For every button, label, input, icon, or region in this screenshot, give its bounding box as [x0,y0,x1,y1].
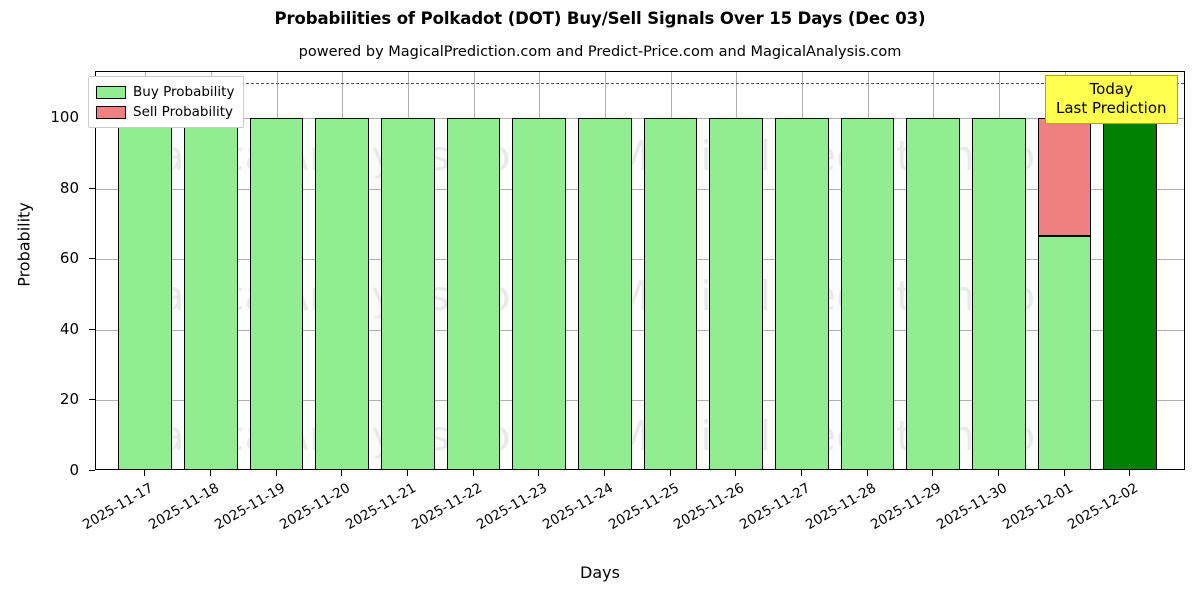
y-axis-tick-mark [89,328,95,330]
y-axis-tick-label: 60 [59,249,79,268]
x-axis-tick-mark [144,470,146,476]
bar-buy [183,117,238,469]
y-axis-tick-mark [89,399,95,401]
bar-buy [118,117,173,469]
today-annotation: Today Last Prediction [1045,75,1178,124]
bar-buy [512,117,567,469]
bar-buy [971,117,1026,469]
bar-buy [380,117,435,469]
x-axis-tick-mark [1063,470,1065,476]
gridline-horizontal [96,400,1184,402]
bar-buy [1037,236,1092,469]
x-axis-tick-mark [406,470,408,476]
legend-label: Sell Probability [133,103,234,120]
y-axis-tick-label: 80 [59,178,79,197]
chart-title: Probabilities of Polkadot (DOT) Buy/Sell… [274,9,926,28]
x-axis-tick-mark [1129,470,1131,476]
threshold-dashed-line [96,82,1184,84]
chart-subtitle: powered by MagicalPrediction.com and Pre… [298,44,902,60]
x-axis-tick-mark [538,470,540,476]
chart-legend: Buy Probability Sell Probability [88,76,245,128]
x-axis-label: Days [580,563,620,582]
x-axis-tick-mark [866,470,868,476]
y-axis-tick-mark [89,470,95,472]
y-axis-tick-label: 20 [59,390,79,409]
bar-sell [1037,117,1092,237]
y-axis-tick-label: 100 [50,107,79,126]
y-axis-tick-mark [89,258,95,260]
bar-today-highlight [1103,117,1158,469]
x-axis-tick-mark [341,470,343,476]
x-axis-tick-mark [603,470,605,476]
x-axis-tick-mark [997,470,999,476]
legend-swatch [96,105,126,119]
bar-buy [643,117,698,469]
bar-buy [315,117,370,469]
bar-buy [446,117,501,469]
gridline-horizontal [96,329,1184,331]
y-axis-label: Probability [14,202,34,287]
gridline-horizontal [96,117,1184,119]
x-axis-tick-mark [932,470,934,476]
y-axis-tick-mark [89,187,95,189]
x-axis-tick-mark [735,470,737,476]
bar-buy [577,117,632,469]
x-axis-tick-mark [275,470,277,476]
legend-label: Buy Probability [133,83,235,100]
today-annotation-line2: Last Prediction [1056,99,1167,117]
x-axis-tick-mark [800,470,802,476]
x-axis-tick-mark [669,470,671,476]
y-axis-tick-label: 40 [59,319,79,338]
plot-area: MagicalAnalysis.comMagicalPrediction.com… [95,71,1185,470]
x-axis-tick-mark [472,470,474,476]
legend-item: Sell Probability [96,102,234,122]
bar-buy [840,117,895,469]
bar-buy [906,117,961,469]
legend-item: Buy Probability [96,82,234,102]
gridline-horizontal [96,188,1184,190]
today-annotation-line1: Today [1089,80,1133,98]
y-axis-tick-label: 0 [69,461,79,479]
bar-buy [774,117,829,469]
gridline-horizontal [96,259,1184,261]
bar-buy [709,117,764,469]
x-axis-tick-mark [209,470,211,476]
legend-swatch [96,85,126,99]
bar-buy [249,117,304,469]
